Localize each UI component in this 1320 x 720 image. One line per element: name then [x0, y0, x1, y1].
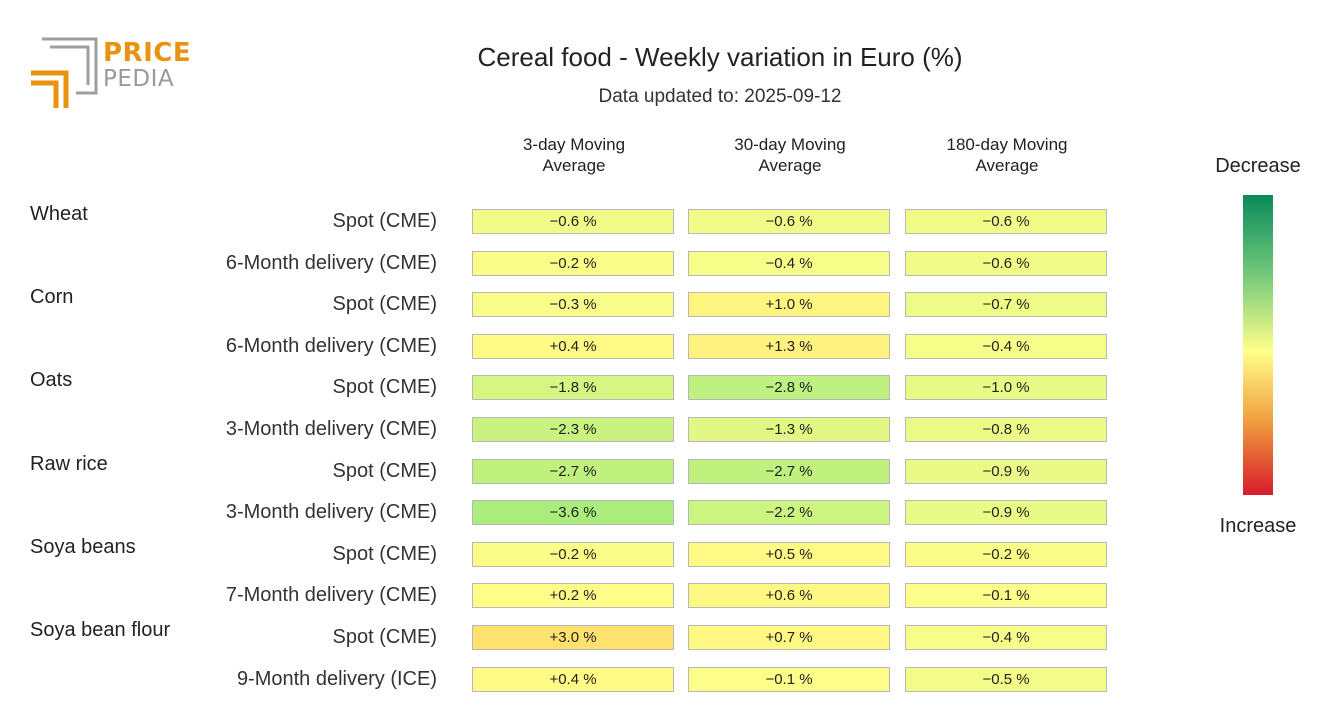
row-label: 3-Month delivery (CME): [225, 501, 437, 524]
row-label: 6-Month delivery (CME): [225, 334, 437, 357]
group-label: Corn: [30, 286, 74, 309]
column-header-line: 30-day Moving: [734, 135, 846, 154]
chart-subtitle: Data updated to: 2025-09-12: [598, 86, 842, 107]
row-label: Spot (CME): [332, 210, 437, 232]
value-cell: −1.3 %: [688, 417, 890, 442]
logo-text-pedia: PEDIA: [103, 66, 175, 92]
logo-text-price: PRICE: [103, 38, 192, 68]
column-header-line: Average: [758, 156, 822, 175]
value-cell: −0.5 %: [905, 666, 1107, 692]
value-cell: +0.4 %: [472, 666, 674, 692]
value-cell: −0.7 %: [905, 292, 1107, 318]
pricepedia-logo: [31, 37, 98, 108]
value-cell: −2.7 %: [472, 458, 674, 484]
column-header: 30-day Moving Average: [689, 134, 891, 176]
row-label: Spot (CME): [332, 626, 437, 648]
legend-increase-label: Increase: [1219, 515, 1297, 537]
value-cell: −0.8 %: [905, 417, 1107, 442]
group-label: Soya bean flour: [30, 619, 171, 641]
chart-title: Cereal food - Weekly variation in Euro (…: [477, 42, 963, 72]
row-label: Spot (CME): [332, 376, 437, 399]
column-header-line: Average: [542, 156, 606, 175]
value-cell: −0.3 %: [472, 292, 674, 318]
value-cell: −0.6 %: [472, 209, 674, 234]
value-cell: −0.2 %: [472, 541, 674, 567]
value-cell: +0.4 %: [472, 333, 674, 359]
legend-color-scale: [1243, 195, 1273, 495]
value-cell: −0.4 %: [688, 250, 890, 276]
value-cell: +1.3 %: [688, 333, 890, 359]
value-cell: −2.3 %: [472, 417, 674, 442]
value-cell: −2.7 %: [688, 458, 890, 484]
value-cell: −0.9 %: [905, 500, 1107, 526]
value-cell: +0.6 %: [688, 583, 890, 609]
group-label: Soya beans: [30, 535, 136, 558]
row-label: Spot (CME): [332, 542, 437, 565]
column-header: 180-day Moving Average: [906, 134, 1108, 176]
value-cell: −0.6 %: [905, 250, 1107, 276]
column-header-line: 180-day Moving: [946, 135, 1068, 154]
value-cell: −0.2 %: [905, 541, 1107, 567]
value-cell: −0.1 %: [688, 666, 890, 692]
column-header: 3-day Moving Average: [473, 134, 675, 176]
value-cell: −0.2 %: [472, 250, 674, 276]
value-cell: −0.1 %: [905, 583, 1107, 609]
legend-decrease-label: Decrease: [1215, 155, 1301, 177]
group-label: Raw rice: [30, 452, 108, 475]
value-cell: +0.7 %: [688, 625, 890, 650]
value-cell: −0.6 %: [688, 209, 890, 234]
value-cell: −0.4 %: [905, 625, 1107, 650]
value-cell: +0.5 %: [688, 541, 890, 567]
value-cell: −2.8 %: [688, 375, 890, 401]
value-cell: −0.4 %: [905, 333, 1107, 359]
row-label: 3-Month delivery (CME): [225, 418, 437, 440]
row-label: Spot (CME): [332, 459, 437, 482]
column-header-line: 3-day Moving: [522, 135, 626, 154]
value-cell: −0.9 %: [905, 458, 1107, 484]
row-label: Spot (CME): [332, 293, 437, 316]
group-label: Wheat: [30, 203, 88, 225]
value-cell: −0.6 %: [905, 209, 1107, 234]
value-cell: −2.2 %: [688, 500, 890, 526]
value-cell: +1.0 %: [688, 292, 890, 318]
column-header-line: Average: [975, 156, 1039, 175]
value-cell: −1.8 %: [472, 375, 674, 401]
value-cell: −1.0 %: [905, 375, 1107, 401]
value-cell: −3.6 %: [472, 500, 674, 526]
row-label: 6-Month delivery (CME): [225, 251, 437, 274]
row-label: 7-Month delivery (CME): [225, 584, 437, 607]
value-cell: +3.0 %: [472, 625, 674, 650]
value-cell: +0.2 %: [472, 583, 674, 609]
row-label: 9-Month delivery (ICE): [236, 667, 437, 690]
group-label: Oats: [30, 369, 73, 392]
